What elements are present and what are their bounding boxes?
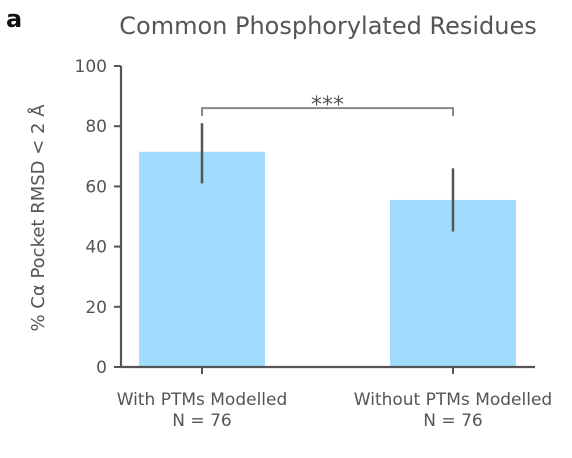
x-tick-label: With PTMs Modelled bbox=[117, 390, 288, 410]
x-tick-label: Without PTMs Modelled bbox=[354, 390, 552, 410]
significance-layer: *** bbox=[201, 93, 454, 118]
significance-bracket bbox=[201, 107, 454, 117]
x-tick-sublabel: N = 76 bbox=[423, 411, 482, 431]
significance-label: *** bbox=[311, 93, 344, 118]
y-tick-label: 100 bbox=[75, 57, 107, 77]
y-tick-label: 80 bbox=[85, 117, 107, 137]
y-tick-label: 40 bbox=[85, 238, 107, 258]
panel-label: a bbox=[6, 5, 22, 33]
y-tick-label: 0 bbox=[96, 358, 107, 378]
y-tick-label: 20 bbox=[85, 298, 107, 318]
x-tick-sublabel: N = 76 bbox=[172, 411, 231, 431]
bar bbox=[139, 151, 265, 367]
error-bars-layer bbox=[200, 123, 455, 232]
bars-layer bbox=[139, 151, 516, 367]
chart-title: Common Phosphorylated Residues bbox=[119, 12, 536, 40]
y-tick-label: 60 bbox=[85, 177, 107, 197]
y-axis-label: % Cα Pocket RMSD < 2 Å bbox=[27, 104, 49, 332]
